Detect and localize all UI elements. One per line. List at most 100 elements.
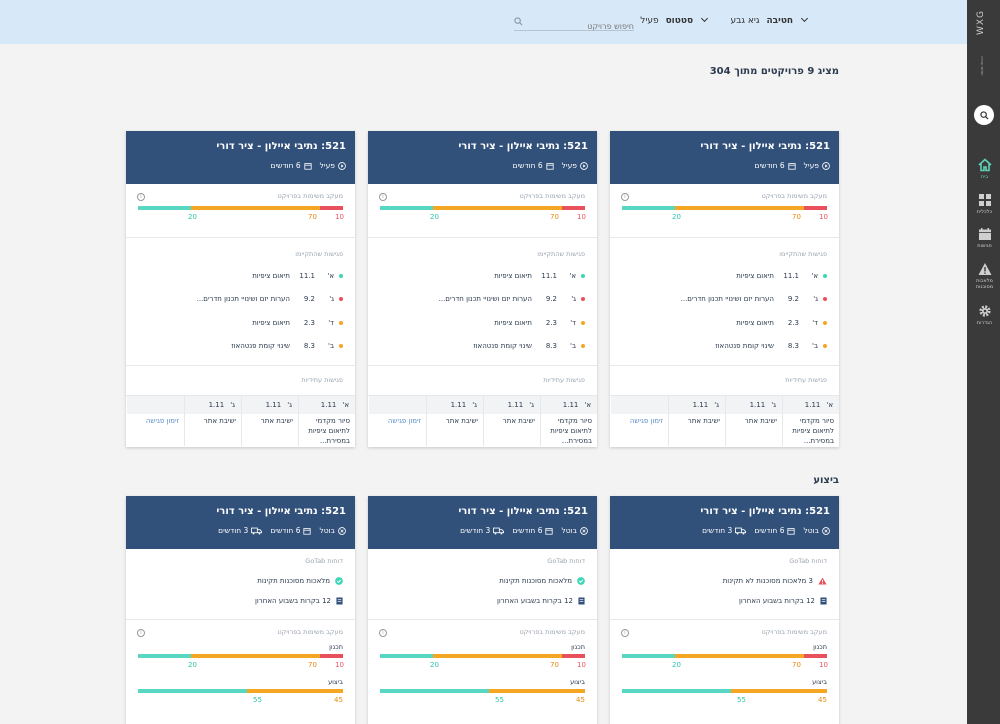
sidebar-item-settings[interactable]: הגדרות	[969, 304, 1000, 326]
truck-icon	[251, 527, 263, 534]
schedule-meeting-column[interactable]: זימון פגישה	[369, 396, 426, 446]
tasks-red-value: 10	[335, 213, 344, 221]
projects-count: מציג 9 פרויקטים מתוך 304	[709, 66, 839, 77]
past-meeting-item[interactable]: ד' 2.3 תיאום ציפיות	[380, 311, 585, 335]
past-meeting-item[interactable]: ג' 9.2 הערות יזם ושינויי תכנון חדרים...	[380, 288, 585, 312]
future-meeting-day: ג'	[714, 401, 719, 409]
status-text: פעיל	[319, 161, 335, 170]
gotab-label: דוחות GoTab	[547, 557, 585, 565]
project-title: 521: נתיבי איילון - ציר דורי	[700, 506, 830, 517]
past-meeting-item[interactable]: א' 11.1 תיאום ציפיות	[380, 264, 585, 288]
meeting-date: 9.2	[545, 295, 557, 304]
status-badge: בוטל	[803, 526, 830, 535]
meeting-day: ג'	[813, 295, 818, 304]
future-meeting-item[interactable]: א' 1.11 סיור מקדמי לתיאום ציפיות במסירת...	[298, 396, 355, 446]
sidebar-search-button[interactable]	[974, 105, 994, 125]
planning-label: תכנון	[813, 643, 827, 651]
future-meeting-item[interactable]: ג' 1.11 ישיבת אתר	[725, 396, 782, 446]
cancel-icon	[338, 526, 346, 535]
future-meeting-date-row	[611, 396, 668, 414]
past-meeting-item[interactable]: ג' 9.2 הערות יזם ושינויי תכנון חדרים...	[138, 288, 343, 312]
future-meeting-day: א'	[342, 401, 349, 409]
meeting-status-dot	[339, 273, 343, 278]
status-filter[interactable]: סטטוס פעיל	[640, 14, 709, 26]
sidebar-item-home[interactable]: בית	[969, 158, 1000, 180]
hazard-report[interactable]: מלאכות מסוכנות תקינות	[138, 577, 343, 585]
info-icon[interactable]: i	[621, 193, 629, 201]
schedule-meeting-link[interactable]: זימון פגישה	[387, 417, 421, 425]
past-meeting-item[interactable]: ב' 8.3 שינוי קומת פנטהאוז	[622, 335, 827, 359]
tasks-section: מעקב משימות בפרויקט i 20 70 10	[368, 184, 597, 238]
project-card[interactable]: 521: נתיבי איילון - ציר דורי בוטל 6 חודש…	[368, 496, 597, 724]
project-card[interactable]: 521: נתיבי איילון - ציר דורי פעיל 6 חודש…	[126, 131, 355, 447]
meeting-status-dot	[339, 297, 343, 302]
tasks-green-value: 20	[188, 213, 197, 221]
hazard-report[interactable]: 3 מלאכות מסוכנות לא תקינות	[622, 577, 827, 585]
tasks-section: מעקב משימות בפרויקט i תכנון 20 70 10 ביצ…	[610, 620, 839, 724]
execution-progress-bar	[138, 689, 343, 693]
tasks-orange-value: 70	[792, 213, 801, 221]
schedule-meeting-column[interactable]: זימון פגישה	[127, 396, 184, 446]
past-meeting-item[interactable]: ג' 9.2 הערות יזם ושינויי תכנון חדרים...	[622, 288, 827, 312]
schedule-meeting-link[interactable]: זימון פגישה	[145, 417, 179, 425]
future-meeting-item[interactable]: ג' 1.11 ישיבת אתר	[184, 396, 241, 446]
info-icon[interactable]: i	[137, 629, 145, 637]
division-filter[interactable]: חטיבה גיא גבע	[730, 14, 809, 26]
past-meeting-item[interactable]: א' 11.1 תיאום ציפיות	[138, 264, 343, 288]
project-card[interactable]: 521: נתיבי איילון - ציר דורי פעיל 6 חודש…	[368, 131, 597, 447]
tasks-section: מעקב משימות בפרויקט i 20 70 10	[610, 184, 839, 238]
cancel-icon	[580, 526, 588, 535]
info-icon[interactable]: i	[621, 629, 629, 637]
execution-duration-text: 3 חודשים	[460, 526, 491, 535]
past-meeting-item[interactable]: ב' 8.3 שינוי קומת פנטהאוז	[380, 335, 585, 359]
future-meeting-item[interactable]: ג' 1.11 ישיבת אתר	[483, 396, 540, 446]
card-header: 521: נתיבי איילון - ציר דורי פעיל 6 חודש…	[610, 131, 839, 184]
hazard-report[interactable]: מלאכות מסוכנות תקינות	[380, 577, 585, 585]
project-card[interactable]: 521: נתיבי איילון - ציר דורי פעיל 6 חודש…	[610, 131, 839, 447]
status-badge: בוטל	[561, 526, 588, 535]
checks-report[interactable]: 12 בקרות בשבוע האחרון	[622, 597, 827, 605]
status-text: פעיל	[561, 161, 577, 170]
project-card[interactable]: 521: נתיבי איילון - ציר דורי בוטל 6 חודש…	[126, 496, 355, 724]
sidebar-item-hazards[interactable]: מלאכות מסוכנות	[969, 262, 1000, 290]
tasks-progress-bar	[380, 206, 585, 210]
past-meeting-item[interactable]: ד' 2.3 תיאום ציפיות	[622, 311, 827, 335]
search-input[interactable]	[514, 18, 634, 35]
info-icon[interactable]: i	[137, 193, 145, 201]
calendar-icon	[978, 228, 991, 240]
meeting-status-dot	[581, 320, 585, 325]
sidebar-item-meetings[interactable]: פגישות	[969, 227, 1000, 249]
info-icon[interactable]: i	[379, 629, 387, 637]
info-icon[interactable]: i	[379, 193, 387, 201]
execution-orange-value: 45	[334, 696, 343, 704]
meeting-day: ב'	[328, 342, 334, 351]
future-meeting-item[interactable]: א' 1.11 סיור מקדמי לתיאום ציפיות במסירת...	[540, 396, 597, 446]
schedule-meeting-column[interactable]: זימון פגישה	[611, 396, 668, 446]
future-meeting-item[interactable]: א' 1.11 סיור מקדמי לתיאום ציפיות במסירת...	[782, 396, 839, 446]
past-meeting-item[interactable]: א' 11.1 תיאום ציפיות	[622, 264, 827, 288]
project-card[interactable]: 521: נתיבי איילון - ציר דורי בוטל 6 חודש…	[610, 496, 839, 724]
logo-subtitle: יזמות ובנייה	[980, 56, 985, 76]
future-meeting-item[interactable]: ג' 1.11 ישיבת אתר	[426, 396, 483, 446]
tasks-values: 20 70 10	[380, 213, 586, 224]
meeting-day: א'	[327, 271, 334, 280]
tasks-orange-value: 70	[308, 213, 317, 221]
checks-report[interactable]: 12 בקרות בשבוע האחרון	[138, 597, 343, 605]
status-filter-label: סטטוס	[665, 16, 694, 26]
meeting-date: 2.3	[787, 318, 799, 327]
past-meeting-item[interactable]: ד' 2.3 תיאום ציפיות	[138, 311, 343, 335]
grid-icon	[978, 194, 991, 206]
past-meeting-item[interactable]: ב' 8.3 שינוי קומת פנטהאוז	[138, 335, 343, 359]
card-meta: פעיל 6 חודשים	[135, 161, 346, 170]
future-meeting-item[interactable]: ג' 1.11 ישיבת אתר	[241, 396, 298, 446]
schedule-meeting-link[interactable]: זימון פגישה	[629, 417, 663, 425]
checks-report[interactable]: 12 בקרות בשבוע האחרון	[380, 597, 585, 605]
card-header: 521: נתיבי איילון - ציר דורי בוטל 6 חודש…	[368, 496, 597, 549]
truck-icon	[493, 527, 505, 534]
execution-values: 55 45	[380, 696, 585, 707]
top-bar: חטיבה גיא גבע סטטוס פעיל	[0, 0, 967, 44]
planning-green-value: 20	[430, 661, 439, 669]
future-meeting-item[interactable]: ג' 1.11 ישיבת אתר	[668, 396, 725, 446]
meeting-date: 9.2	[303, 295, 315, 304]
sidebar-item-economics[interactable]: כלכלית	[969, 193, 1000, 215]
